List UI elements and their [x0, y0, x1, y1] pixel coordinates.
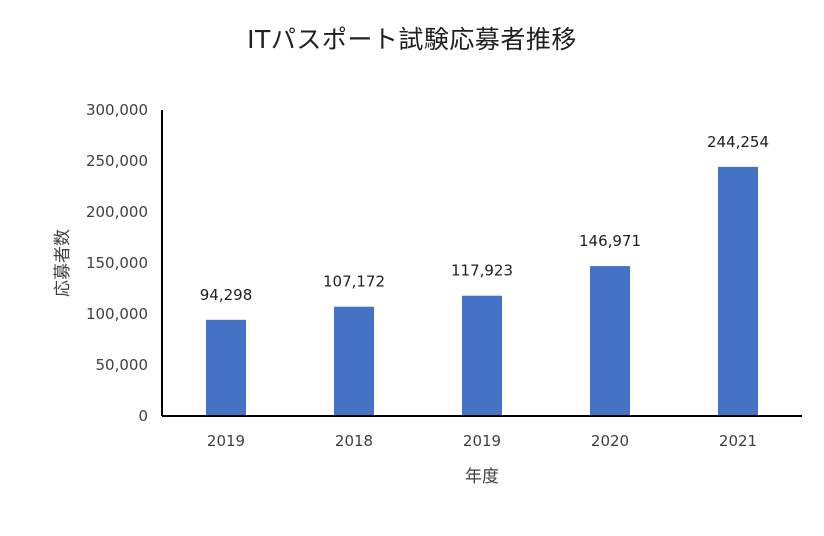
- x-axis-title: 年度: [465, 467, 499, 487]
- x-tick-label: 2019: [463, 432, 501, 450]
- y-tick-label: 100,000: [86, 305, 148, 323]
- x-tick-label: 2021: [719, 432, 757, 450]
- y-tick-label: 300,000: [86, 101, 148, 119]
- data-label: 94,298: [200, 286, 253, 304]
- bar-1: [334, 306, 374, 416]
- data-label: 117,923: [451, 262, 513, 280]
- x-tick-label: 2019: [207, 432, 245, 450]
- y-tick-label: 200,000: [86, 203, 148, 221]
- bar-2: [462, 295, 502, 416]
- bar-0: [206, 319, 246, 416]
- data-label: 244,254: [707, 133, 769, 151]
- x-tick-label: 2018: [335, 432, 373, 450]
- y-tick-label: 150,000: [86, 254, 148, 272]
- bar-3: [590, 266, 630, 416]
- x-tick-label: 2020: [591, 432, 629, 450]
- chart-title: ITパスポート試験応募者推移: [247, 25, 577, 54]
- y-tick-label: 0: [138, 407, 148, 425]
- y-axis-title: 応募者数: [53, 229, 73, 297]
- data-label: 146,971: [579, 232, 641, 250]
- y-tick-label: 250,000: [86, 152, 148, 170]
- bar-4: [718, 166, 758, 416]
- y-tick-label: 50,000: [96, 356, 149, 374]
- data-label: 107,172: [323, 273, 385, 291]
